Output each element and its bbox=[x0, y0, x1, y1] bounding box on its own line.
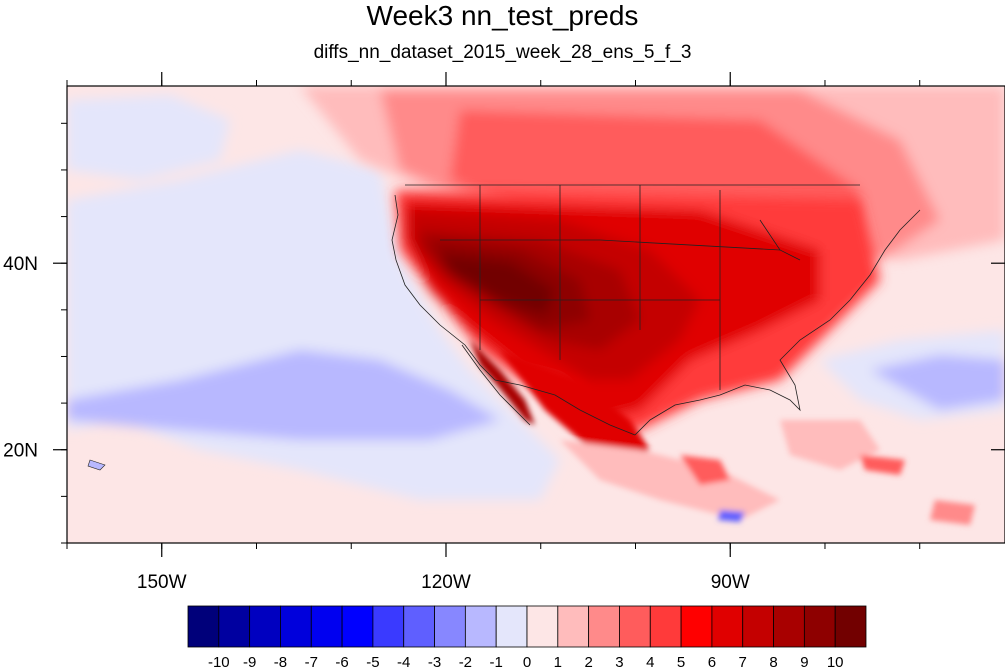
colorbar-label: -4 bbox=[397, 654, 410, 671]
colorbar-swatch bbox=[526, 605, 559, 648]
colorbar-label: -3 bbox=[428, 654, 441, 671]
colorbar-swatch bbox=[495, 605, 528, 648]
colorbar: -10 -9 -8 -7 -6 -5 -4 -3 -2 -1 0 1 2 3 4 5 6 7 8 9 10 bbox=[187, 605, 867, 671]
colorbar-label: 5 bbox=[677, 654, 685, 671]
colorbar-swatch bbox=[218, 605, 251, 648]
map-title: Week3 nn_test_preds bbox=[366, 0, 639, 31]
colorbar-label: 7 bbox=[739, 654, 747, 671]
colorbar-swatch bbox=[280, 605, 312, 648]
colorbar-label: 8 bbox=[769, 654, 777, 671]
colorbar-swatch bbox=[464, 605, 497, 648]
colorbar-label: 9 bbox=[800, 654, 808, 671]
x-tick-label: 90W bbox=[711, 572, 750, 593]
colorbar-label: -1 bbox=[490, 654, 503, 671]
colorbar-label: 3 bbox=[615, 654, 623, 671]
y-tick-label: 40N bbox=[3, 254, 38, 275]
colorbar-label: 2 bbox=[584, 654, 592, 671]
colorbar-label: 1 bbox=[554, 654, 562, 671]
colorbar-label: -2 bbox=[459, 654, 472, 671]
colorbar-label: -10 bbox=[208, 654, 230, 671]
colorbar-label: -8 bbox=[274, 654, 287, 671]
colorbar-label: 4 bbox=[646, 654, 654, 671]
colorbar-label: -9 bbox=[243, 654, 256, 671]
colorbar-label: -5 bbox=[366, 654, 379, 671]
colorbar-swatch bbox=[403, 605, 435, 648]
colorbar-label: 10 bbox=[827, 654, 844, 671]
colorbar-label: -7 bbox=[305, 654, 318, 671]
colorbar-swatch bbox=[680, 605, 713, 648]
colorbar-swatch bbox=[711, 605, 744, 648]
colorbar-swatch bbox=[187, 605, 220, 648]
colorbar-swatch bbox=[372, 605, 405, 648]
colorbar-swatch bbox=[588, 605, 620, 648]
colorbar-swatch bbox=[742, 605, 774, 648]
coastlines bbox=[391, 184, 921, 436]
colorbar-label: 6 bbox=[708, 654, 716, 671]
y-tick-label: 20N bbox=[3, 441, 38, 462]
colorbar-swatch bbox=[773, 605, 805, 648]
x-tick-label: 150W bbox=[137, 572, 187, 593]
x-axis: 150W 120W 90W bbox=[66, 72, 921, 593]
y-axis: 40N 20N bbox=[3, 122, 1005, 544]
colorbar-swatch bbox=[649, 605, 682, 648]
colorbar-label: 0 bbox=[523, 654, 531, 671]
colorbar-swatch bbox=[557, 605, 590, 648]
colorbar-swatch bbox=[249, 605, 281, 648]
colorbar-swatch bbox=[803, 605, 836, 648]
map-frame bbox=[66, 85, 1005, 544]
x-tick-label: 120W bbox=[421, 572, 471, 593]
colorbar-swatch bbox=[341, 605, 374, 648]
colorbar-swatch bbox=[619, 605, 651, 648]
temperature-anomaly-field bbox=[67, 86, 1005, 543]
map-subtitle: diffs_nn_dataset_2015_week_28_ens_5_f_3 bbox=[313, 42, 692, 63]
colorbar-swatch bbox=[834, 605, 867, 648]
hawaii-islands bbox=[87, 459, 106, 471]
colorbar-swatch bbox=[434, 605, 466, 648]
colorbar-swatch bbox=[310, 605, 343, 648]
colorbar-label: -6 bbox=[335, 654, 348, 671]
